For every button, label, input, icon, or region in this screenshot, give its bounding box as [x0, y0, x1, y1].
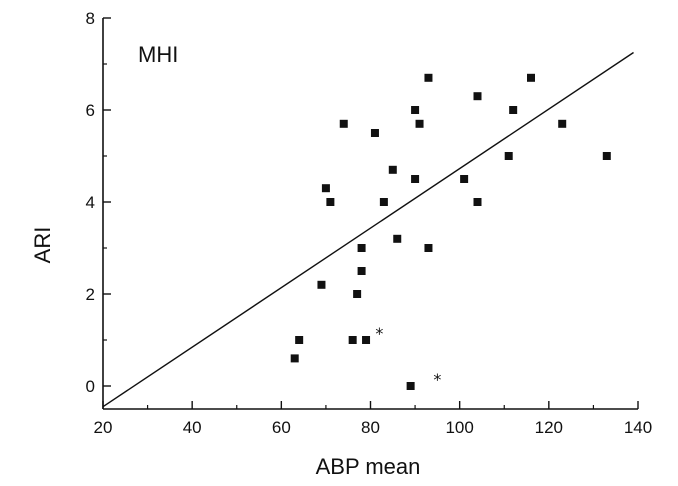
- data-point: [388, 165, 397, 174]
- data-point: [290, 354, 299, 363]
- data-point: [370, 129, 379, 137]
- data-point: [326, 198, 335, 206]
- y-tick-label: 8: [86, 9, 95, 28]
- chart-annotation: MHI: [138, 42, 178, 67]
- data-point: [321, 184, 330, 193]
- data-point: [362, 336, 371, 344]
- x-tick-label: 120: [535, 418, 563, 437]
- data-points: [290, 73, 611, 390]
- data-point: [357, 267, 366, 275]
- data-point: [602, 152, 611, 160]
- y-tick-label: 2: [86, 285, 95, 304]
- starred-point: *: [433, 370, 441, 389]
- data-point: [473, 198, 482, 206]
- y-axis-title: ARI: [30, 227, 55, 264]
- data-point: [393, 234, 402, 243]
- data-point: [527, 73, 535, 82]
- data-point: [411, 106, 420, 114]
- data-point: [460, 175, 469, 183]
- data-point: [473, 92, 482, 101]
- data-point: [348, 336, 357, 344]
- starred-point: *: [375, 324, 383, 343]
- x-tick-label: 20: [94, 418, 113, 437]
- data-point: [424, 244, 433, 252]
- data-point: [558, 119, 567, 128]
- data-point: [504, 152, 513, 160]
- plot-frame: [102, 18, 638, 410]
- x-tick-label: 40: [183, 418, 202, 437]
- regression-line: [102, 51, 634, 408]
- data-point: [339, 119, 348, 128]
- data-point: [406, 382, 415, 390]
- x-tick-label: 140: [624, 418, 652, 437]
- x-tick-label: 80: [361, 418, 380, 437]
- y-tick-label: 6: [86, 101, 95, 120]
- y-axis: 0 2 4 6 8: [86, 9, 111, 396]
- data-point: [379, 198, 388, 206]
- x-tick-label: 60: [272, 418, 291, 437]
- data-point: [295, 336, 304, 344]
- x-tick-label: 100: [445, 418, 473, 437]
- x-axis: 20 40 60 80 100 120 140: [94, 401, 652, 437]
- data-point: [353, 290, 362, 298]
- data-point: [415, 119, 424, 128]
- data-point: [509, 106, 518, 114]
- y-tick-label: 0: [86, 377, 95, 396]
- data-point: [411, 175, 420, 183]
- data-point: [357, 244, 366, 252]
- x-axis-title: ABP mean: [316, 454, 421, 479]
- data-point: [317, 280, 326, 289]
- data-point: [424, 73, 433, 82]
- starred-points: **: [375, 324, 441, 389]
- regression-line-group: [102, 51, 634, 408]
- y-tick-label: 4: [86, 193, 95, 212]
